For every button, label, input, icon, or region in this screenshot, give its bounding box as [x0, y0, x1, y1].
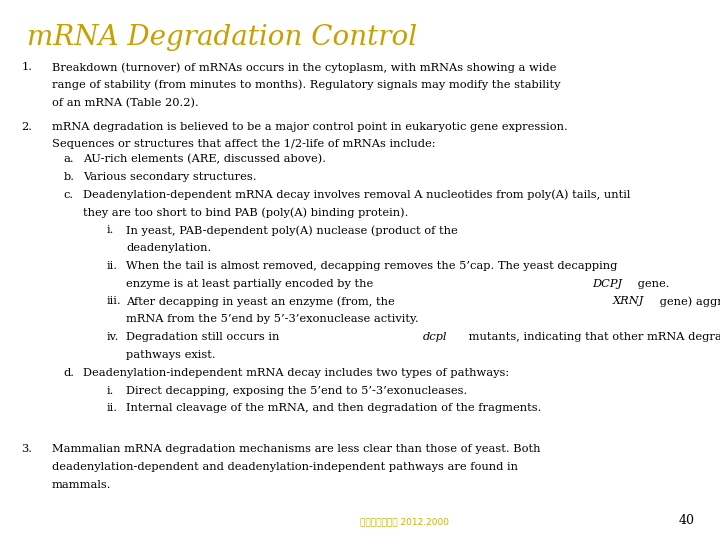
Text: 1.: 1. [22, 62, 32, 72]
Text: Internal cleavage of the mRNA, and then degradation of the fragments.: Internal cleavage of the mRNA, and then … [126, 403, 541, 414]
Text: iii.: iii. [107, 296, 121, 307]
Text: Sequences or structures that affect the 1/2-life of mRNAs include:: Sequences or structures that affect the … [52, 139, 436, 150]
Text: c.: c. [63, 190, 73, 200]
Text: ii.: ii. [107, 261, 117, 271]
Text: Breakdown (turnover) of mRNAs occurs in the cytoplasm, with mRNAs showing a wide: Breakdown (turnover) of mRNAs occurs in … [52, 62, 557, 73]
Text: After decapping in yeast an enzyme (from, the: After decapping in yeast an enzyme (from… [126, 296, 398, 307]
Text: enzyme is at least partially encoded by the: enzyme is at least partially encoded by … [126, 279, 377, 289]
Text: When the tail is almost removed, decapping removes the 5’cap. The yeast decappin: When the tail is almost removed, decappi… [126, 261, 617, 271]
Text: i.: i. [107, 386, 114, 396]
Text: deadenylation.: deadenylation. [126, 243, 211, 253]
Text: range of stability (from minutes to months). Regulatory signals may modify the s: range of stability (from minutes to mont… [52, 80, 560, 91]
Text: pathways exist.: pathways exist. [126, 350, 215, 360]
Text: mutants, indicating that other mRNA degradation: mutants, indicating that other mRNA degr… [465, 332, 720, 342]
Text: gene.: gene. [634, 279, 670, 289]
Text: they are too short to bind PAB (poly(A) binding protein).: they are too short to bind PAB (poly(A) … [83, 207, 408, 218]
Text: mRNA degradation is believed to be a major control point in eukaryotic gene expr: mRNA degradation is believed to be a maj… [52, 122, 567, 132]
Text: Degradation still occurs in: Degradation still occurs in [126, 332, 283, 342]
Text: Various secondary structures.: Various secondary structures. [83, 172, 256, 182]
Text: mRNA from the 5’end by 5’-3’exonuclease activity.: mRNA from the 5’end by 5’-3’exonuclease … [126, 314, 418, 325]
Text: XRNJ: XRNJ [613, 296, 644, 307]
Text: ii.: ii. [107, 403, 117, 414]
Text: Direct decapping, exposing the 5’end to 5’-3’exonucleases.: Direct decapping, exposing the 5’end to … [126, 386, 467, 396]
Text: DCPJ: DCPJ [592, 279, 622, 289]
Text: gene) aggressively degrades the: gene) aggressively degrades the [656, 296, 720, 307]
Text: b.: b. [63, 172, 74, 182]
Text: Mammalian mRNA degradation mechanisms are less clear than those of yeast. Both: Mammalian mRNA degradation mechanisms ar… [52, 444, 540, 454]
Text: dcpl: dcpl [423, 332, 447, 342]
Text: iv.: iv. [107, 332, 119, 342]
Text: deadenylation-dependent and deadenylation-independent pathways are found in: deadenylation-dependent and deadenylatio… [52, 462, 518, 472]
Text: 40: 40 [679, 514, 695, 526]
Text: a.: a. [63, 154, 74, 164]
Text: 古大遠東林學源 2012.2000: 古大遠東林學源 2012.2000 [360, 517, 449, 526]
Text: of an mRNA (Table 20.2).: of an mRNA (Table 20.2). [52, 98, 199, 108]
Text: mammals.: mammals. [52, 480, 112, 490]
Text: 3.: 3. [22, 444, 32, 454]
Text: d.: d. [63, 368, 74, 378]
Text: Deadenylation-independent mRNA decay includes two types of pathways:: Deadenylation-independent mRNA decay inc… [83, 368, 509, 378]
Text: mRNA Degradation Control: mRNA Degradation Control [27, 24, 418, 51]
Text: 2.: 2. [22, 122, 32, 132]
Text: Deadenylation-dependent mRNA decay involves removal A nucleotides from poly(A) t: Deadenylation-dependent mRNA decay invol… [83, 190, 630, 200]
Text: i.: i. [107, 225, 114, 235]
Text: In yeast, PAB-dependent poly(A) nuclease (product of the: In yeast, PAB-dependent poly(A) nuclease… [126, 225, 462, 236]
Text: AU-rich elements (ARE, discussed above).: AU-rich elements (ARE, discussed above). [83, 154, 325, 164]
